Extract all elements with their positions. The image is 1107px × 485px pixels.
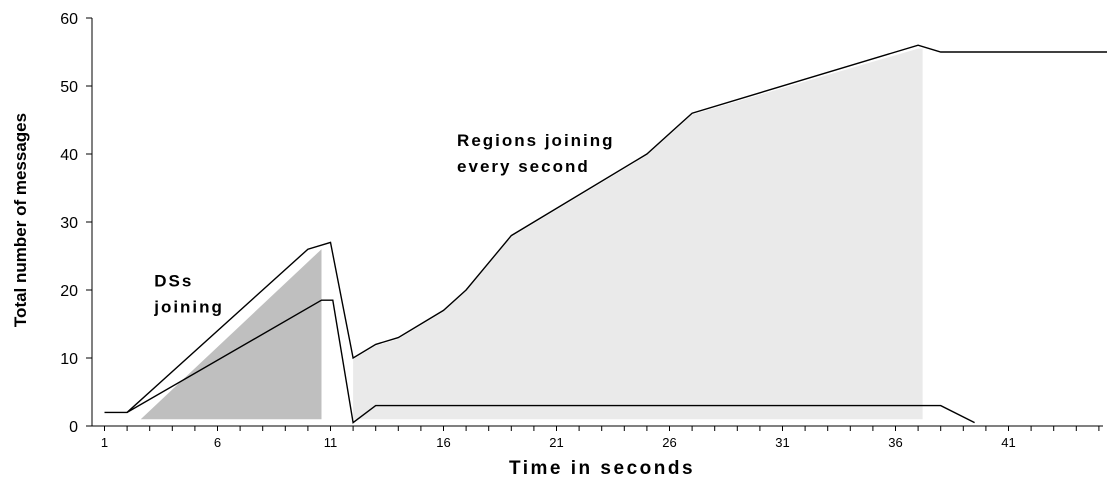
shaded-region-2 [353,48,923,420]
annotation-1-line-2: joining [153,298,224,317]
shaded-region-1 [140,249,322,420]
x-axis-title: Time in seconds [509,458,695,479]
annotation-1-line-1: DSs [154,272,193,291]
y-tick-label: 20 [60,283,78,300]
x-tick-label: 11 [324,435,338,450]
y-tick-label: 50 [60,79,78,96]
y-axis-title: Total number of messages [11,113,30,327]
x-tick-label: 6 [214,435,221,450]
y-tick-label: 0 [69,419,78,436]
y-tick-label: 10 [60,351,78,368]
x-tick-label: 16 [436,435,450,450]
shaded-regions [140,48,923,420]
y-tick-label: 60 [60,11,78,28]
series-line-total [104,44,1107,414]
series-line-secondary [126,299,975,424]
x-tick-label: 1 [101,435,108,450]
y-tick-label: 30 [60,215,78,232]
x-tick-label: 26 [662,435,676,450]
x-tick-label: 36 [888,435,902,450]
annotations: DSs joining Regions joining every second [153,131,615,317]
annotation-2-line-1: Regions joining [457,131,615,150]
x-tick-label: 41 [1001,435,1015,450]
x-tick-label: 21 [549,435,563,450]
data-lines [104,44,1107,424]
annotation-2-line-2: every second [457,157,590,176]
y-tick-label: 40 [60,147,78,164]
x-tick-label: 31 [775,435,789,450]
